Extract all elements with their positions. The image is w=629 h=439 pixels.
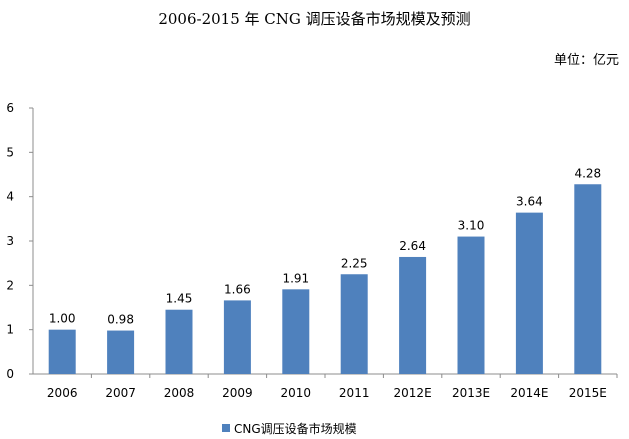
- data-label: 1.45: [166, 292, 193, 306]
- x-tick-label: 2013E: [452, 386, 490, 400]
- legend-label: CNG调压设备市场规模: [234, 421, 357, 436]
- bar: [107, 330, 135, 374]
- x-tick-label: 2008: [164, 386, 195, 400]
- bar: [165, 309, 193, 374]
- chart-title: 2006-2015 年 CNG 调压设备市场规模及预测: [158, 10, 471, 28]
- bar: [574, 184, 602, 374]
- y-tick-label: 6: [6, 101, 14, 115]
- data-label: 1.91: [282, 271, 309, 285]
- legend-swatch: [222, 424, 230, 432]
- bar: [340, 274, 368, 374]
- data-label: 3.10: [458, 219, 485, 233]
- y-tick-label: 0: [6, 367, 14, 381]
- y-tick-label: 4: [6, 190, 14, 204]
- x-tick-label: 2012E: [394, 386, 432, 400]
- bar: [48, 329, 76, 374]
- data-label: 3.64: [516, 195, 543, 209]
- y-tick-label: 1: [6, 323, 14, 337]
- x-tick-label: 2015E: [569, 386, 607, 400]
- bar: [223, 300, 251, 374]
- y-tick-label: 2: [6, 278, 14, 292]
- x-tick-label: 2010: [281, 386, 312, 400]
- data-label: 1.00: [49, 312, 76, 326]
- x-tick-label: 2011: [339, 386, 370, 400]
- bar: [282, 289, 310, 374]
- data-label: 2.25: [341, 256, 368, 270]
- bar: [515, 212, 543, 374]
- x-tick-label: 2014E: [510, 386, 548, 400]
- legend: CNG调压设备市场规模: [222, 420, 357, 436]
- data-label: 4.28: [574, 166, 601, 180]
- y-tick-label: 5: [6, 145, 14, 159]
- x-tick-label: 2006: [47, 386, 78, 400]
- y-tick-label: 3: [6, 234, 14, 248]
- data-label: 0.98: [107, 313, 134, 327]
- x-tick-label: 2007: [105, 386, 136, 400]
- bar: [457, 236, 485, 374]
- x-tick-label: 2009: [222, 386, 253, 400]
- data-label: 2.64: [399, 239, 426, 253]
- data-label: 1.66: [224, 282, 251, 296]
- bar: [399, 256, 427, 374]
- unit-label: 单位：亿元: [553, 53, 619, 68]
